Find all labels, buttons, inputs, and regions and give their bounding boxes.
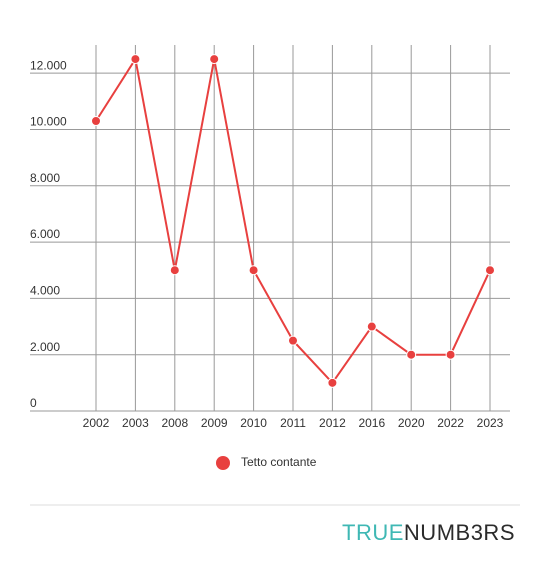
x-tick-label: 2010 <box>240 416 267 430</box>
data-point <box>366 321 377 332</box>
brand-first: TRUE <box>342 520 404 545</box>
data-point <box>485 265 495 276</box>
y-tick-label: 8.000 <box>30 171 60 185</box>
x-tick-label: 2008 <box>161 416 188 430</box>
x-tick-label: 2003 <box>122 416 149 430</box>
x-tick-label: 2011 <box>280 416 306 430</box>
x-tick-label: 2002 <box>83 416 110 430</box>
y-tick-label: 0 <box>30 396 37 410</box>
brand-second: NUMB3RS <box>404 520 515 545</box>
data-point <box>169 265 180 276</box>
y-tick-label: 10.000 <box>30 115 67 129</box>
data-point <box>209 54 220 65</box>
y-tick-label: 12.000 <box>30 58 67 72</box>
legend-marker <box>216 456 230 470</box>
data-point <box>130 54 141 65</box>
x-tick-label: 2023 <box>477 416 504 430</box>
legend-label: Tetto contante <box>241 455 317 469</box>
x-tick-label: 2022 <box>437 416 464 430</box>
x-tick-label: 2009 <box>201 416 228 430</box>
x-tick-label: 2016 <box>358 416 385 430</box>
data-point <box>248 265 259 276</box>
brand-logo: TRUENUMB3RS <box>342 520 515 545</box>
data-point <box>445 349 456 360</box>
y-tick-label: 6.000 <box>30 227 60 241</box>
x-tick-label: 2012 <box>319 416 346 430</box>
data-point <box>288 335 298 346</box>
y-tick-label: 2.000 <box>30 340 60 354</box>
data-point <box>91 116 101 127</box>
x-tick-label: 2020 <box>398 416 425 430</box>
data-point <box>327 377 338 388</box>
data-point <box>406 349 417 360</box>
y-tick-label: 4.000 <box>30 284 60 298</box>
